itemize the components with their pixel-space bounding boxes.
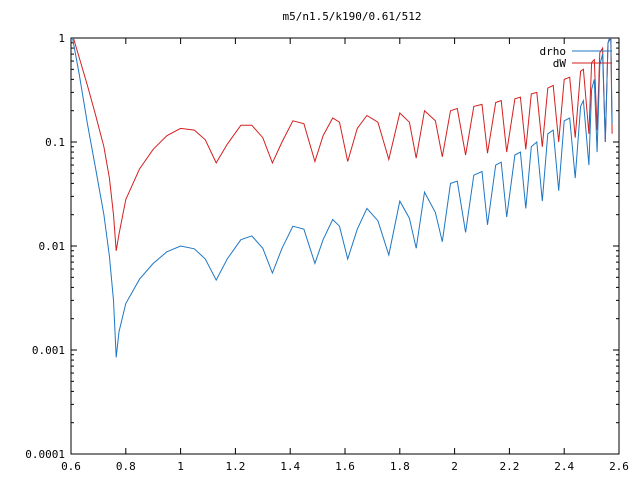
series-layer <box>72 38 613 358</box>
x-tick-label: 0.8 <box>116 460 136 473</box>
y-tick-label: 0.0001 <box>25 448 65 461</box>
legend-label-dw: dW <box>553 57 567 70</box>
x-tick-label: 2 <box>451 460 458 473</box>
x-tick-label: 1.8 <box>390 460 410 473</box>
y-tick-label: 0.1 <box>45 136 65 149</box>
y-tick-label: 1 <box>58 32 65 45</box>
axis-ticks <box>70 37 620 455</box>
x-tick-label: 2.6 <box>609 460 629 473</box>
x-tick-label: 1.6 <box>335 460 355 473</box>
x-tick-label: 1.2 <box>225 460 245 473</box>
x-tick-label: 1 <box>177 460 184 473</box>
x-tick-label: 2.4 <box>554 460 574 473</box>
x-tick-label: 0.6 <box>61 460 81 473</box>
x-tick-label: 1.4 <box>280 460 300 473</box>
axis-tick-labels: 0.6 0.8 1 1.2 1.4 1.6 1.8 2 2.2 2.4 2.6 0.0001 0.001… <box>25 32 629 473</box>
legend-label-drho: drho <box>540 45 567 58</box>
y-tick-label: 0.01 <box>39 240 66 253</box>
x-tick-label: 2.2 <box>499 460 519 473</box>
series-line-drho <box>72 38 613 358</box>
series-line-dw <box>72 38 613 251</box>
chart-title: m5/n1.5/k190/0.61/512 <box>282 10 421 23</box>
y-tick-label: 0.001 <box>32 344 65 357</box>
